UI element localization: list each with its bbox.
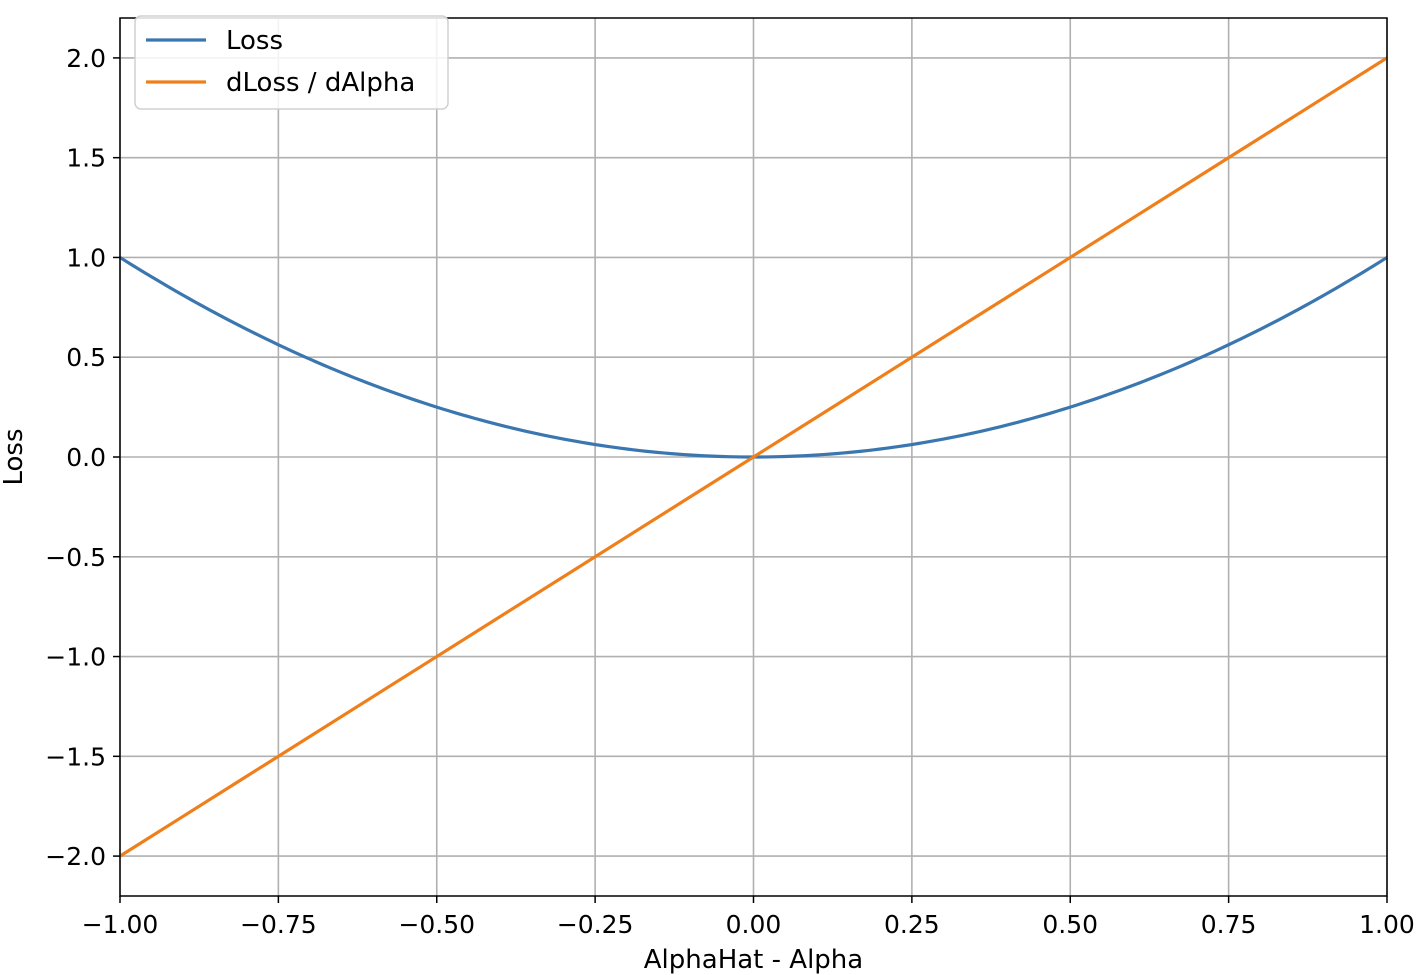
y-tick-label: 1.0 <box>66 243 106 272</box>
series-line-dloss-dalpha <box>119 56 1388 858</box>
y-tick-label: −1.5 <box>45 742 106 771</box>
x-tick-label: 1.00 <box>1359 910 1415 939</box>
y-tick-label: 0.5 <box>66 343 106 372</box>
legend-box <box>134 15 449 110</box>
y-tick-label: −2.0 <box>45 842 106 871</box>
x-tick-label: 0.00 <box>726 910 782 939</box>
x-axis-label: AlphaHat - Alpha <box>644 945 863 975</box>
x-tick-label: −0.50 <box>398 910 475 939</box>
legend-label: Loss <box>226 26 283 56</box>
y-tick-label: 0.0 <box>66 443 106 472</box>
y-tick-label: 2.0 <box>66 44 106 73</box>
y-tick-label: 1.5 <box>66 144 106 173</box>
x-tick-label: 0.25 <box>884 910 940 939</box>
x-tick-label: 0.50 <box>1042 910 1098 939</box>
x-tick-label: −0.75 <box>240 910 317 939</box>
legend: Loss dLoss / dAlpha <box>134 15 449 110</box>
legend-label: dLoss / dAlpha <box>226 68 415 98</box>
x-tick-label: −0.25 <box>557 910 634 939</box>
x-tick-label: −1.00 <box>82 910 159 939</box>
y-tick-label: −0.5 <box>45 543 106 572</box>
series-layer <box>119 56 1388 858</box>
y-axis-label: Loss <box>0 428 29 485</box>
x-tick-label: 0.75 <box>1201 910 1257 939</box>
y-tick-label: −1.0 <box>45 643 106 672</box>
x-axis: −1.00 −0.75 −0.50 −0.25 0.00 0.25 0.50 0.75 1.00 <box>82 896 1415 939</box>
y-axis: −2.0 −1.5 −1.0 −0.5 0.0 0.5 1.0 1.5 2.0 <box>45 44 120 871</box>
